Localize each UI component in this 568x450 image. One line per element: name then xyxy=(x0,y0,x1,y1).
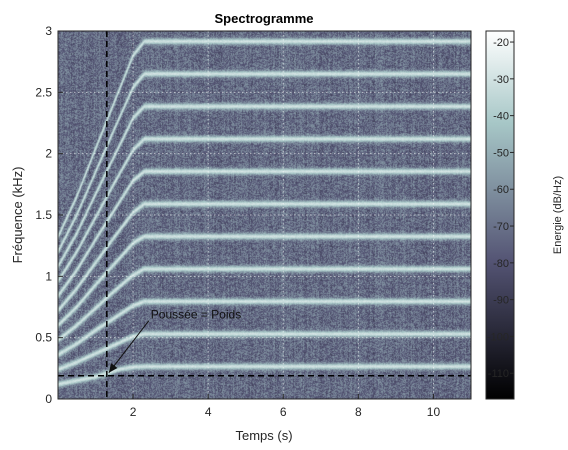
colorbar-tick-label: -50 xyxy=(493,147,509,159)
colorbar-tick-label: -90 xyxy=(493,295,509,307)
x-tick-label: 2 xyxy=(130,405,137,419)
y-tick-label: 3 xyxy=(45,24,52,38)
colorbar-tick-label: -80 xyxy=(493,258,509,270)
colorbar-tick-label: -30 xyxy=(493,74,509,86)
y-tick-label: 0.5 xyxy=(35,331,52,345)
x-ticks: 2 4 6 8 10 xyxy=(130,394,441,419)
colorbar-tick-label: -60 xyxy=(493,184,509,196)
annotation-arrow xyxy=(108,320,150,373)
colorbar-tick-label: -100 xyxy=(487,331,509,343)
spectrogram-image xyxy=(58,31,471,399)
y-axis-label: Fréquence (kHz) xyxy=(10,167,25,264)
x-axis-label: Temps (s) xyxy=(235,428,292,443)
colorbar-gradient xyxy=(485,30,515,400)
colorbar-ticks: -20 -30 -40 -50 -60 -70 -80 -90 -100 -110 xyxy=(487,37,514,380)
y-tick-label: 2.5 xyxy=(35,85,52,99)
annotation-label: Poussée = Poids xyxy=(151,308,241,322)
y-ticks: 0 0.5 1 1.5 2 2.5 3 xyxy=(35,24,63,406)
annotation-arrowhead xyxy=(108,363,118,373)
chart-title: Spectrogramme xyxy=(215,11,314,26)
x-tick-label: 6 xyxy=(280,405,287,419)
y-tick-label: 0 xyxy=(45,392,52,406)
grid-lines xyxy=(58,31,471,399)
annotation-layer: Poussée = Poids xyxy=(108,308,241,373)
colorbar-tick-label: -20 xyxy=(493,37,509,49)
x-tick-label: 10 xyxy=(427,405,441,419)
reference-lines xyxy=(58,31,471,399)
y-tick-label: 1.5 xyxy=(35,208,52,222)
y-tick-label: 1 xyxy=(45,269,52,283)
colorbar: -20 -30 -40 -50 -60 -70 -80 -90 -100 -110 Energie… xyxy=(485,30,564,400)
colorbar-label: Energie (dB/Hz) xyxy=(552,176,564,254)
colorbar-tick-label: -40 xyxy=(493,111,509,123)
colorbar-tick-label: -70 xyxy=(493,221,509,233)
colorbar-tick-label: -110 xyxy=(488,368,509,380)
plot-area: 2 4 6 8 10 0 0.5 1 1.5 2 2.5 3 xyxy=(35,24,472,419)
y-tick-label: 2 xyxy=(45,147,52,161)
x-tick-label: 4 xyxy=(205,405,212,419)
x-tick-label: 8 xyxy=(355,405,362,419)
